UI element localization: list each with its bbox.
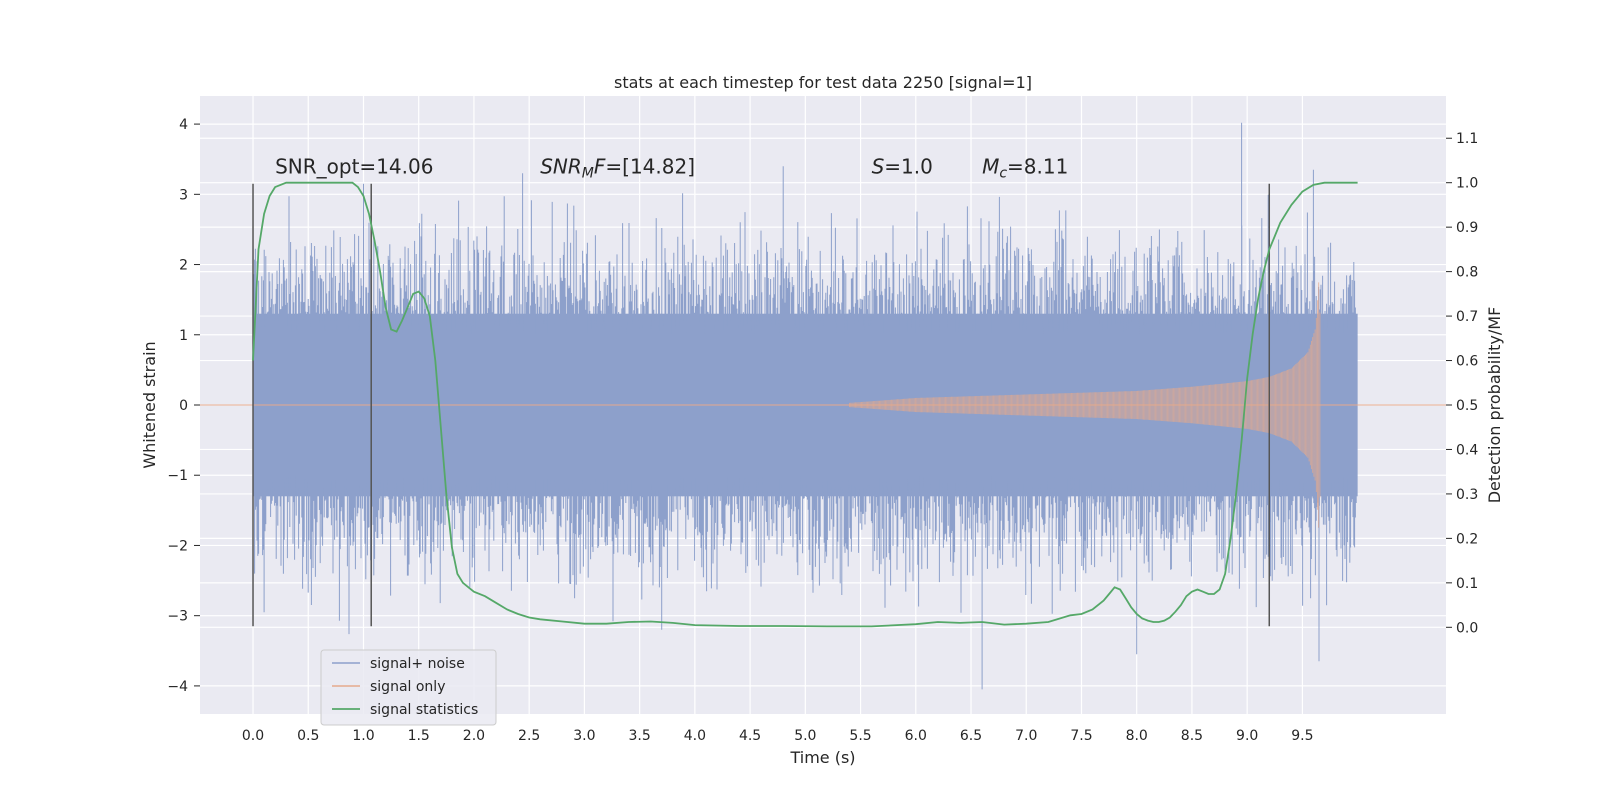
x-tick-label: 1.0 <box>352 728 374 744</box>
y2-tick-label: 0.9 <box>1456 220 1478 236</box>
legend-box <box>320 649 497 726</box>
y-tick-label: −4 <box>167 679 188 695</box>
y-tick-label: 0 <box>179 398 188 414</box>
x-tick-label: 2.0 <box>463 728 485 744</box>
x-tick-label: 9.5 <box>1291 728 1313 744</box>
x-tick-label: 5.5 <box>849 728 871 744</box>
annotation: S=1.0 <box>872 154 933 178</box>
x-tick-label: 3.5 <box>629 728 651 744</box>
x-tick-label: 0.5 <box>297 728 319 744</box>
legend-label-signal-plus-noise: signal+ noise <box>370 656 465 672</box>
y2-tick-label: 0.1 <box>1456 576 1478 592</box>
annotations: SNR_opt=14.06 SNRMF=[14.82] S=1.0 Mc=8.11 <box>275 154 1068 181</box>
x-tick-label: 7.0 <box>1015 728 1037 744</box>
y-axis-label: Whitened strain <box>140 341 159 468</box>
x-ticks: 0.0 0.5 1.0 1.5 2.0 2.5 3.0 3.5 4.0 4.5 5.0 5.5 6.0 6… <box>242 728 1314 744</box>
legend-label-signal-only: signal only <box>370 679 445 695</box>
x-tick-label: 3.0 <box>573 728 595 744</box>
x-tick-label: 8.0 <box>1126 728 1148 744</box>
x-tick-label: 5.0 <box>794 728 816 744</box>
legend: signal+ noise signal only signal statist… <box>320 649 497 726</box>
y2-tick-label: 0.8 <box>1456 265 1478 281</box>
x-tick-label: 6.0 <box>905 728 927 744</box>
x-tick-label: 1.5 <box>408 728 430 744</box>
x-tick-label: 6.5 <box>960 728 982 744</box>
y-tick-label: 1 <box>179 328 188 344</box>
annotation: Mc=8.11 <box>982 154 1068 181</box>
y-tick-label: 3 <box>179 187 188 203</box>
y2-tick-label: 0.4 <box>1456 442 1478 458</box>
y2-tick-label: 0.0 <box>1456 620 1478 636</box>
y2-tick-label: 0.2 <box>1456 531 1478 547</box>
y-ticks: 4 3 2 1 0 −1 −2 −3 −4 <box>167 117 200 695</box>
y2-tick-label: 0.7 <box>1456 309 1478 325</box>
y-tick-label: 2 <box>179 258 188 274</box>
chart-title: stats at each timestep for test data 225… <box>614 73 1032 92</box>
annotation: SNR_opt=14.06 <box>275 154 433 178</box>
y2-tick-label: 1.0 <box>1456 176 1478 192</box>
y-tick-label: −3 <box>167 609 188 625</box>
y-tick-label: 4 <box>179 117 188 133</box>
y2-tick-label: 1.1 <box>1456 131 1478 147</box>
x-tick-label: 0.0 <box>242 728 264 744</box>
y2-tick-label: 0.5 <box>1456 398 1478 414</box>
x-tick-label: 7.5 <box>1070 728 1092 744</box>
y2-tick-label: 0.6 <box>1456 354 1478 370</box>
x-tick-label: 8.5 <box>1181 728 1203 744</box>
y-tick-label: −1 <box>167 468 188 484</box>
y2-ticks: 1.1 1.0 0.9 0.8 0.7 0.6 0.5 0.4 0.3 0.2 0.1 0.0 <box>1446 131 1478 636</box>
y2-axis-label: Detection probability/MF <box>1485 307 1504 504</box>
x-axis-label: Time (s) <box>789 748 855 767</box>
vertical-markers <box>252 183 1271 627</box>
annotation: SNRMF=[14.82] <box>540 154 695 181</box>
series-signal-statistics <box>252 181 1358 628</box>
y2-tick-label: 0.3 <box>1456 487 1478 503</box>
x-tick-label: 4.0 <box>684 728 706 744</box>
x-tick-label: 4.5 <box>739 728 761 744</box>
x-tick-label: 9.0 <box>1236 728 1258 744</box>
y-tick-label: −2 <box>167 538 188 554</box>
x-tick-label: 2.5 <box>518 728 540 744</box>
legend-label-signal-statistics: signal statistics <box>370 702 478 718</box>
